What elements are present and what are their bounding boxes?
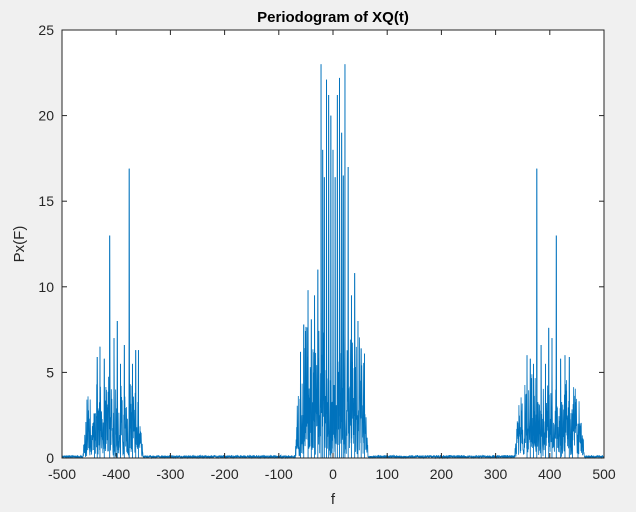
y-tick-label: 25 (38, 22, 54, 38)
x-tick-label: -200 (211, 466, 239, 482)
x-tick-label: 400 (538, 466, 562, 482)
x-tick-label: 300 (484, 466, 508, 482)
y-tick-label: 0 (46, 450, 54, 466)
x-tick-label: -300 (156, 466, 184, 482)
x-tick-label: -500 (48, 466, 76, 482)
axes-layer: -500 -400 -300 -200 -100 0 100 200 300 400 500 0 5 10… (38, 22, 615, 482)
x-tick-label: -400 (102, 466, 130, 482)
series-layer (61, 64, 605, 460)
x-tick-label: 500 (592, 466, 616, 482)
y-tick-label: 10 (38, 279, 54, 295)
x-axis-label: f (331, 491, 336, 508)
x-tick-label: 200 (430, 466, 454, 482)
x-tick-label: 0 (329, 466, 337, 482)
x-tick-label: 100 (376, 466, 400, 482)
y-tick-label: 20 (38, 108, 54, 124)
y-tick-label: 5 (46, 364, 54, 380)
chart-title: Periodogram of XQ(t) (257, 9, 409, 26)
x-tick-label: -100 (265, 466, 293, 482)
y-axis-label: Px(F) (11, 226, 28, 263)
y-tick-label: 15 (38, 193, 54, 209)
